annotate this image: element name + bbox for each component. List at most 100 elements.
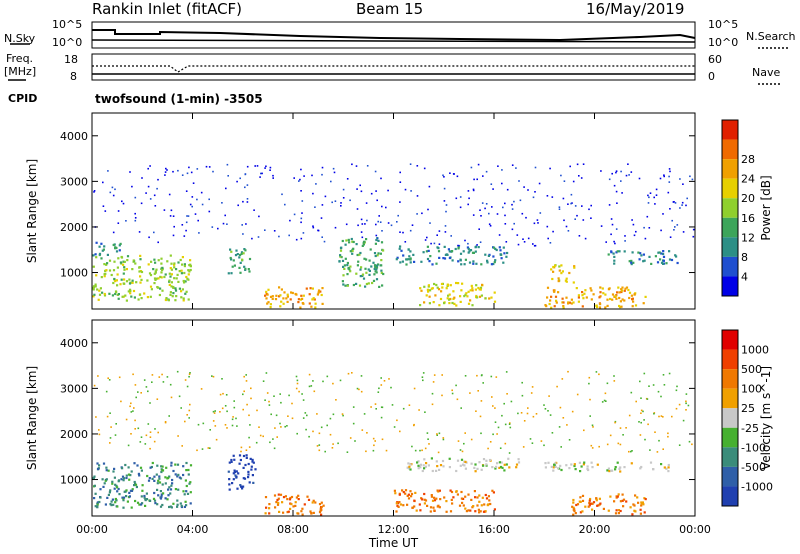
echo-cell-p2-r7 [614,466,617,469]
echo-cell-p1-r1 [173,263,176,266]
scatter-echo-p2 [347,372,350,375]
echo-cell-p1-r5 [347,266,350,270]
echo-cell-p2-r5 [448,457,451,460]
echo-cell-p1-r7 [409,261,412,264]
echo-cell-p1-r1 [139,281,142,284]
echo-cell-p1-r5 [362,277,366,280]
echo-cell-p1-r6 [461,282,464,285]
scatter-echo-p1 [134,217,137,219]
x-axis-label: Time UT [368,536,419,550]
echo-cell-p1-r5 [369,248,372,251]
echo-cell-p2-r1 [135,485,138,489]
echo-cell-p1-r2 [102,248,105,251]
scatter-echo-p1 [676,224,679,226]
echo-cell-p1-r1 [170,273,173,276]
scatter-echo-p2 [691,443,693,446]
scatter-echo-p1 [527,237,530,240]
echo-cell-p1-r7 [405,263,408,266]
echo-cell-p2-r5 [408,465,411,468]
scatter-echo-p2 [494,421,497,423]
echo-cell-p1-r1 [134,262,137,265]
scatter-echo-p1 [112,231,115,234]
colorbar-tick-label: 16 [741,212,755,225]
scatter-echo-p1 [149,165,151,167]
echo-cell-p1-r7 [474,245,478,248]
scatter-echo-p2 [381,438,384,441]
echo-cell-p2-r5 [496,462,499,465]
colorbar-swatch [722,330,738,350]
echo-cell-p1-r6 [440,282,444,286]
echo-cell-p1-r1 [147,263,150,266]
scatter-echo-p1 [578,175,580,177]
scatter-echo-p1 [444,225,447,227]
scatter-echo-p1 [616,202,618,204]
echo-cell-p1-r8 [599,286,602,289]
nsearch-label: N.Search [746,30,796,43]
scatter-echo-p1 [590,204,592,207]
echo-cell-p1-r5 [362,243,365,246]
scatter-echo-p1 [610,233,612,236]
scatter-echo-p1 [272,174,274,177]
scatter-echo-p2 [605,400,607,402]
echo-cell-p2-r7 [573,463,576,466]
echo-cell-p1-r1 [115,279,118,282]
scatter-echo-p2 [97,375,99,377]
echo-cell-p1-r6 [436,286,439,289]
scatter-echo-p1 [293,177,295,179]
scatter-echo-p1 [613,184,616,187]
echo-cell-p2-r2 [242,466,245,469]
echo-cell-p2-r5 [421,469,424,473]
scatter-echo-p2 [619,427,622,429]
echo-cell-p2-r7 [610,469,613,472]
echo-cell-p1-r7 [413,260,416,263]
nsearch-bottom-tick: 10^0 [708,36,739,49]
scatter-echo-p2 [312,430,314,433]
echo-cell-p1-r8 [598,306,602,309]
echo-cell-p1-r1 [119,283,122,286]
freq-strip [91,53,696,81]
echo-cell-p1-r1 [189,265,192,268]
echo-cell-p1-r8 [624,287,627,290]
echo-cell-p1-r5 [365,282,368,286]
echo-cell-p2-r1 [93,484,96,487]
echo-cell-p1-r1 [93,293,96,296]
scatter-echo-p2 [250,397,252,400]
echo-cell-p2-r1 [138,503,141,506]
scatter-echo-p2 [482,382,484,384]
scatter-echo-p2 [232,416,234,418]
echo-cell-p1-r5 [358,253,361,256]
echo-cell-p1-r1 [123,268,126,271]
echo-cell-p1-r6 [488,297,491,300]
scatter-echo-p1 [534,166,537,169]
scatter-echo-p1 [668,175,670,178]
echo-cell-p2-r2 [249,457,252,460]
echo-cell-p2-r1 [185,461,188,465]
scatter-echo-p1 [376,237,379,240]
scatter-echo-p2 [188,373,191,375]
echo-cell-p1-r1 [171,295,174,298]
echo-cell-p1-r5 [356,253,359,257]
nsky-label: N.Sky [4,32,36,45]
scatter-echo-p2 [189,403,191,406]
scatter-echo-p2 [588,382,590,385]
echo-cell-p1-r1 [154,271,157,274]
echo-cell-p2-r1 [123,490,126,493]
scatter-echo-p2 [544,408,547,410]
colorbar-tick-label: -100 [741,441,766,454]
echo-cell-p2-r4 [402,504,405,507]
echo-cell-p1-r10 [665,262,668,265]
echo-cell-p2-r4 [474,510,477,513]
scatter-echo-p1 [517,243,520,246]
echo-cell-p1-r7 [457,246,460,249]
echo-cell-p1-r1 [185,290,188,293]
scatter-echo-p2 [221,407,224,410]
echo-cell-p1-r1 [180,296,183,299]
echo-cell-p1-r4 [271,297,274,300]
echo-cell-p1-r6 [443,302,446,305]
echo-cell-p1-r5 [350,237,353,241]
echo-cell-p1-r4 [311,298,314,301]
echo-cell-p2-r6 [571,505,574,508]
echo-cell-p2-r3 [287,510,290,513]
scatter-echo-p2 [642,410,644,413]
echo-cell-p2-r4 [492,491,495,494]
